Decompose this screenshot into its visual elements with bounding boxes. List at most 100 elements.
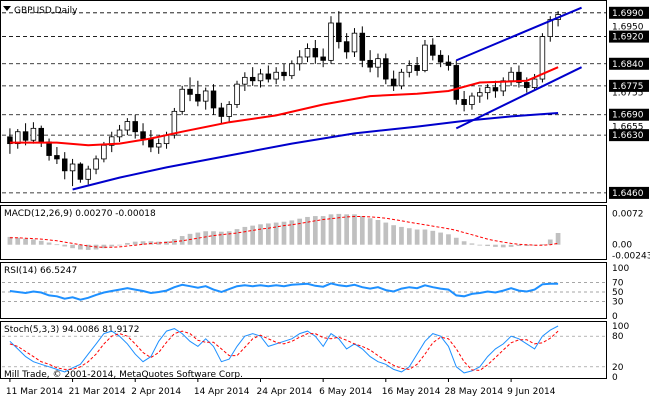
candle-body [202, 90, 209, 102]
candle-body [336, 22, 342, 43]
candle-body [273, 71, 279, 80]
macd-bar [399, 226, 404, 245]
macd-bar [352, 214, 357, 245]
candle-body [14, 131, 21, 145]
rsi-pane-border [0, 262, 607, 319]
candle-body [179, 88, 185, 112]
candle-body [453, 65, 460, 100]
candle-body [477, 92, 483, 97]
macd-bar [15, 237, 21, 245]
candle-body [484, 87, 491, 94]
candle-body [101, 144, 107, 160]
price-pane-title: GBPUSD,Daily [14, 6, 78, 16]
moving-averages [9, 66, 559, 191]
macd-bar [289, 220, 295, 245]
macd-bar [62, 244, 68, 247]
macd-bar [547, 239, 553, 245]
stoch-main-line [9, 325, 559, 374]
candle-body [406, 65, 413, 73]
candle-body [148, 138, 154, 148]
candle-body [359, 32, 366, 61]
candle-body [351, 32, 358, 53]
macd-bar [469, 243, 475, 245]
candle-body [226, 104, 232, 117]
candle-body [430, 44, 436, 56]
macd-bar [438, 232, 443, 245]
candle-body [508, 71, 514, 82]
candle-body [132, 121, 138, 133]
candle-body [375, 58, 381, 68]
macd-bar [140, 241, 146, 245]
candle-body [210, 90, 217, 109]
candle-body [289, 63, 295, 77]
macd-bar [359, 216, 365, 245]
x-tick-label: 11 Mar 2014 [6, 387, 63, 397]
macd-bar [226, 231, 232, 245]
macd-bar [242, 226, 248, 245]
macd-bar [414, 229, 420, 245]
candle-body [187, 88, 193, 95]
price-pane-border [0, 0, 607, 203]
macd-bar [195, 232, 201, 245]
macd-bar [117, 244, 122, 246]
trendline [455, 66, 583, 130]
candle-body [171, 110, 178, 136]
candle-body [516, 71, 522, 83]
trendline [455, 6, 582, 62]
price-tick-label: 1.6460 [612, 189, 644, 199]
price-level-badge [609, 30, 649, 43]
macd-bar [367, 218, 373, 245]
candle-body [54, 155, 60, 160]
macd-tick-label: 0.00 [612, 241, 632, 251]
candle-body [257, 73, 264, 82]
macd-bar [258, 224, 263, 245]
candle-body [328, 22, 334, 61]
macd-bar [375, 219, 381, 245]
x-tick-label: 2 Apr 2014 [131, 387, 181, 397]
rsi-pane-title: RSI(14) 66.5247 [4, 266, 77, 276]
price-level-badge [609, 186, 649, 199]
candle-body [249, 76, 256, 82]
candle-body [281, 71, 287, 77]
candle-body [414, 65, 420, 71]
candle-body [547, 19, 554, 37]
x-tick-label: 16 May 2014 [382, 387, 441, 397]
candle-body [312, 48, 319, 58]
rsi-tick-label: 70 [612, 278, 624, 288]
candle-body [492, 87, 499, 92]
macd-bar [461, 241, 467, 245]
macd-bar [38, 240, 44, 245]
price-level-lines [2, 12, 606, 194]
candle-body [155, 143, 162, 148]
candle-body [320, 56, 326, 61]
copyright-text: Mill Trade, © 2001-2014, MetaQuotes Soft… [4, 370, 243, 380]
macd-bar [125, 242, 130, 245]
candle-body [296, 56, 303, 65]
candle-body [242, 76, 248, 85]
macd-bar [250, 225, 256, 245]
price-level-badge [609, 79, 649, 92]
macd-bar [273, 222, 279, 245]
macd-bar [281, 221, 287, 245]
candle-body [539, 36, 546, 80]
triangle-down-icon[interactable] [3, 6, 11, 11]
price-tick-label: 1.6990 [612, 9, 644, 19]
macd-tick-label: -0.00243 [612, 251, 650, 261]
macd-bar [336, 213, 342, 245]
price-tick-label: 1.6690 [612, 111, 644, 121]
candle-body [195, 93, 201, 102]
stoch-tick-label: 20 [612, 363, 624, 373]
price-level-badge [609, 129, 649, 142]
macd-bar [70, 244, 75, 249]
price-tick-label: 1.6950 [612, 22, 644, 32]
macd-bar [297, 218, 303, 245]
macd-bar [109, 244, 115, 247]
price-level-badge [609, 57, 649, 70]
time-axis: 11 Mar 2014 21 Mar 2014 2 Apr 2014 14 Apr 2… [6, 378, 556, 397]
candle-body [383, 58, 389, 80]
candle-body [140, 131, 146, 139]
candle-body [218, 107, 225, 117]
